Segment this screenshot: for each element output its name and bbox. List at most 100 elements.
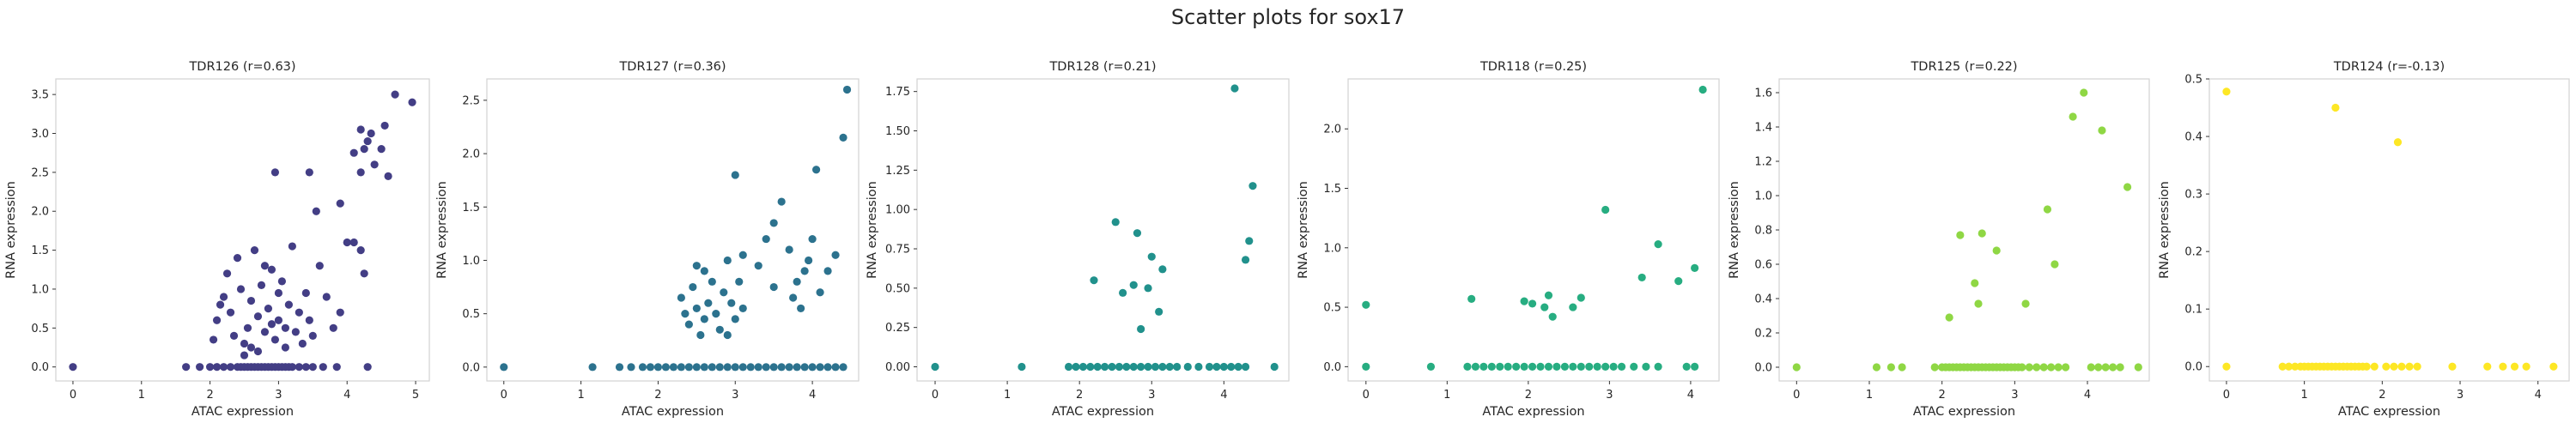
data-point <box>370 160 379 169</box>
data-point <box>2116 363 2124 372</box>
x-tick-label: 4 <box>2084 389 2091 402</box>
data-point <box>1479 362 1488 371</box>
data-point <box>1205 362 1214 372</box>
data-point <box>2362 362 2371 371</box>
data-point <box>1674 276 1683 286</box>
data-point <box>811 166 821 174</box>
data-point <box>1585 362 1594 371</box>
x-tick-label: 4 <box>1687 389 1694 402</box>
data-point <box>2413 362 2421 371</box>
data-point <box>1520 362 1528 371</box>
x-tick-label: 1 <box>1866 389 1873 402</box>
data-point <box>704 299 713 307</box>
data-point <box>2050 260 2059 269</box>
y-tick-label: 0.00 <box>885 361 910 374</box>
data-point <box>1137 324 1145 334</box>
y-axis-label: RNA expression <box>435 181 449 279</box>
data-point <box>823 363 832 372</box>
point-series <box>1792 88 2142 372</box>
data-point <box>315 262 324 270</box>
x-tick-label: 1 <box>1443 389 1450 402</box>
x-tick-label: 2 <box>1939 389 1946 402</box>
data-point <box>257 281 266 290</box>
x-axis-label: ATAC expression <box>2338 405 2440 419</box>
data-point <box>831 251 840 259</box>
y-axis-label: RNA expression <box>866 181 879 279</box>
data-point <box>1463 362 1472 371</box>
data-point <box>2397 362 2406 371</box>
panel-title: TDR128 (r=0.21) <box>1048 60 1156 74</box>
y-tick-label: 2.0 <box>31 206 49 219</box>
data-point <box>700 363 708 372</box>
data-point <box>1090 276 1098 285</box>
data-point <box>816 363 824 372</box>
y-tick-label: 3.0 <box>31 128 49 141</box>
data-point <box>715 325 724 334</box>
data-point <box>800 267 809 275</box>
data-point <box>2278 362 2287 371</box>
data-point <box>2080 88 2088 97</box>
x-tick-label: 3 <box>2457 389 2464 402</box>
data-point <box>2098 126 2106 135</box>
data-point <box>349 148 358 157</box>
data-point <box>1151 362 1160 372</box>
data-point <box>1974 299 1983 308</box>
data-point <box>270 168 280 177</box>
data-point <box>209 335 218 344</box>
data-point <box>2222 362 2231 371</box>
data-point <box>205 363 215 372</box>
data-point <box>1569 362 1577 371</box>
data-point <box>842 85 852 94</box>
x-tick-label: 2 <box>654 389 661 402</box>
x-tick-label: 2 <box>206 389 213 402</box>
data-point <box>738 251 747 259</box>
scatter-panel: TDR126 (r=0.63) 0 1 2 3 4 5 0.0 0.5 1.0 1.5 2.0 2.5 3… <box>4 60 430 419</box>
data-point <box>277 277 286 286</box>
data-point <box>240 339 249 348</box>
data-point <box>1101 362 1109 372</box>
data-point <box>1230 84 1239 93</box>
data-point <box>288 363 296 372</box>
data-point <box>1147 252 1156 261</box>
data-point <box>69 363 77 372</box>
data-point <box>723 363 732 372</box>
data-point <box>267 320 276 329</box>
data-point <box>1426 362 1436 371</box>
data-point <box>1155 307 1163 316</box>
data-point <box>2284 362 2293 371</box>
data-point <box>1691 362 1699 371</box>
data-point <box>336 199 344 208</box>
data-point <box>1249 182 1257 190</box>
x-tick-label: 3 <box>1606 389 1613 402</box>
y-tick-label: 0.25 <box>885 322 910 335</box>
data-point <box>808 363 817 372</box>
point-series <box>931 84 1279 372</box>
data-point <box>839 133 848 142</box>
data-point <box>708 277 716 286</box>
y-tick-label: 2.5 <box>31 166 49 179</box>
data-point <box>233 254 242 263</box>
data-point <box>669 363 677 372</box>
point-series <box>500 85 852 372</box>
x-tick-label: 4 <box>809 389 816 402</box>
y-tick-label: 1.2 <box>1754 156 1772 169</box>
y-axis-label: RNA expression <box>4 181 18 279</box>
y-axis-label: RNA expression <box>1297 181 1310 279</box>
data-point <box>627 363 635 372</box>
x-tick-label: 0 <box>932 389 939 402</box>
plot-area <box>55 78 430 382</box>
data-point <box>2522 362 2530 371</box>
plot-area <box>1778 78 2150 382</box>
data-point <box>367 129 375 138</box>
y-tick-label: 1.0 <box>31 283 49 296</box>
data-point <box>1064 362 1073 372</box>
data-point <box>692 304 701 313</box>
y-tick-label: 0.0 <box>2184 361 2202 374</box>
data-point <box>2087 363 2095 372</box>
data-point <box>305 316 313 324</box>
data-point <box>1548 312 1557 321</box>
y-tick-label: 1.0 <box>462 255 480 268</box>
data-point <box>332 363 341 372</box>
data-point <box>2390 362 2398 371</box>
data-point <box>246 296 256 305</box>
